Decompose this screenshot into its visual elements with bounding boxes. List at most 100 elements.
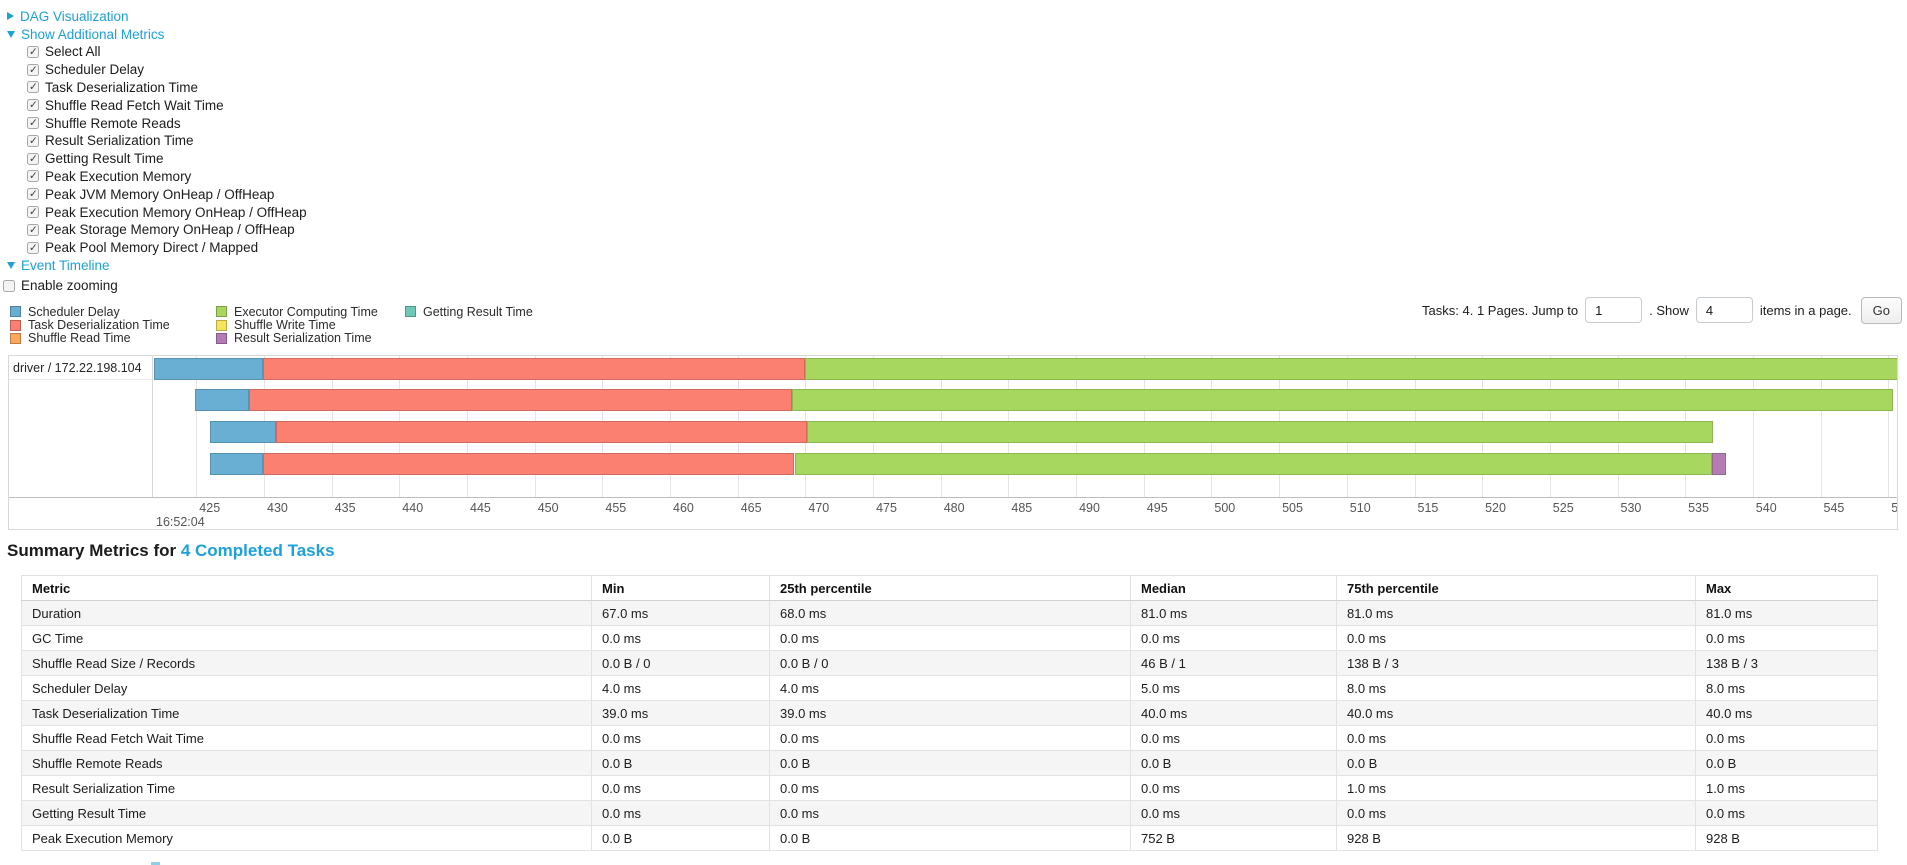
metric-name-cell: Shuffle Read Fetch Wait Time [21,725,592,751]
metric-checkbox[interactable] [27,99,39,112]
legend-item: Executor Computing Time [216,304,378,319]
metric-checkbox-label: Peak Pool Memory Direct / Mapped [45,240,259,256]
metric-checkbox-label: Peak Storage Memory OnHeap / OffHeap [45,222,295,238]
legend-label: Executor Computing Time [234,304,378,319]
metric-value-cell: 0.0 ms [1695,625,1878,651]
event-timeline-toggle[interactable]: Event Timeline [3,257,307,275]
axis-major-time-label: 16:52:04 [156,515,205,529]
metric-checkbox-label: Task Deserialization Time [45,79,199,95]
metric-checkbox[interactable] [27,170,39,183]
show-additional-metrics-toggle[interactable]: Show Additional Metrics [3,25,307,43]
table-column-header: 25th percentile [769,575,1131,601]
metric-checkbox[interactable] [27,223,39,236]
metric-value-cell: 0.0 ms [1130,800,1337,826]
legend-label: Shuffle Read Time [28,331,131,346]
task-deserialization-time-bar-segment[interactable] [262,453,795,475]
legend-column: Executor Computing Time Shuffle Write Tim… [216,305,378,345]
metric-checkbox[interactable] [27,188,39,201]
scheduler-delay-bar-segment[interactable] [209,421,277,443]
timeline-legend: Scheduler Delay Task Deserialization Time… [10,305,630,346]
metric-checkbox[interactable] [27,134,39,147]
executor-computing-time-bar-segment[interactable] [806,421,1714,443]
metric-value-cell: 1.0 ms [1695,775,1878,801]
metric-name-cell: Scheduler Delay [21,675,592,701]
scheduler-delay-bar-segment[interactable] [195,389,250,411]
metric-value-cell: 67.0 ms [591,600,770,626]
chevron-down-icon [7,30,15,38]
legend-swatch [10,332,21,344]
metric-checkbox[interactable] [27,63,39,76]
axis-tick-label: 550 [1891,501,1898,515]
axis-gridline [1752,356,1754,497]
summary-heading-prefix: Summary Metrics for [7,541,181,560]
summary-metrics-table: Metric Min 25th percentile Median 75th perce… [21,575,1878,851]
enable-zooming-label: Enable zooming [21,278,118,294]
metric-name-cell: Peak Execution Memory [21,825,592,851]
metric-checkbox-label: Result Serialization Time [45,133,194,149]
metric-value-cell: 0.0 ms [769,625,1131,651]
axis-tick-label: 480 [943,501,965,515]
metric-checkbox[interactable] [27,45,39,58]
axis-tick-label: 445 [470,501,491,515]
legend-swatch [10,306,21,318]
metric-checkbox[interactable] [27,241,39,254]
metric-checkbox-label: Shuffle Remote Reads [45,115,181,131]
metric-checkbox[interactable] [27,206,39,219]
metric-value-cell: 0.0 ms [1130,725,1337,751]
task-deserialization-time-bar-segment[interactable] [262,358,806,380]
metric-checkbox[interactable] [27,81,39,94]
metric-value-cell: 0.0 ms [1695,725,1878,751]
metric-value-cell: 0.0 ms [769,775,1131,801]
metric-value-cell: 928 B [1695,825,1878,851]
show-label: . Show [1649,302,1689,318]
metric-checkbox[interactable] [27,117,39,130]
timeline-axis: 16:52:04 425 430 435 440 445 450 455 460 465 470 4… [9,497,1898,529]
task-deserialization-time-bar-segment[interactable] [249,389,792,411]
metric-value-cell: 81.0 ms [1695,600,1878,626]
legend-item: Shuffle Write Time [216,318,378,332]
metric-value-cell: 8.0 ms [1336,675,1696,701]
metric-value-cell: 0.0 B [591,825,770,851]
axis-tick-label: 475 [876,501,897,515]
metric-checkbox-label: Peak JVM Memory OnHeap / OffHeap [45,186,275,202]
enable-zooming-checkbox[interactable] [3,279,15,292]
table-column-header: 75th percentile [1336,575,1696,601]
scheduler-delay-bar-segment[interactable] [209,453,263,475]
items-per-page-input[interactable] [1695,297,1753,323]
legend-item: Result Serialization Time [216,331,378,346]
table-row: Shuffle Remote Reads 0.0 B 0.0 B 0.0 B 0.0 B… [21,750,1878,776]
metric-value-cell: 1.0 ms [1336,775,1696,801]
timeline-plot-area [152,356,1897,497]
metric-checkbox-row: Task Deserialization Time [27,79,307,97]
executor-computing-time-bar-segment[interactable] [794,453,1713,475]
result-serialization-time-bar-segment[interactable] [1712,453,1726,475]
metric-value-cell: 40.0 ms [1130,700,1337,726]
axis-tick-label: 440 [402,501,424,515]
legend-label: Result Serialization Time [234,331,372,346]
enable-zooming-row: Enable zooming [3,278,307,294]
axis-tick-label: 515 [1417,501,1439,515]
executor-computing-time-bar-segment[interactable] [791,389,1894,411]
show-additional-metrics-label: Show Additional Metrics [21,26,165,42]
jump-to-page-input[interactable] [1585,297,1643,323]
metric-checkbox[interactable] [27,152,39,165]
task-deserialization-time-bar-segment[interactable] [276,421,807,443]
metric-value-cell: 4.0 ms [769,675,1131,701]
legend-label: Scheduler Delay [28,304,120,319]
executor-computing-time-bar-segment[interactable] [805,358,1897,380]
table-row: Result Serialization Time 0.0 ms 0.0 ms 0.0… [21,775,1878,801]
metric-name-cell: Duration [21,600,592,626]
completed-tasks-link[interactable]: 4 Completed Tasks [180,541,335,560]
metric-value-cell: 40.0 ms [1695,700,1878,726]
metric-value-cell: 0.0 ms [591,725,770,751]
go-button[interactable]: Go [1860,296,1902,324]
dag-visualization-toggle[interactable]: DAG Visualization [3,7,307,25]
metric-value-cell: 0.0 B [769,825,1131,851]
metric-checkbox-row: Getting Result Time [27,150,307,168]
scheduler-delay-bar-segment[interactable] [154,358,263,380]
table-column-header: Max [1695,575,1878,601]
metric-value-cell: 4.0 ms [591,675,770,701]
metric-value-cell: 0.0 B [591,750,770,776]
table-column-header: Min [591,575,770,601]
metric-value-cell: 0.0 B [769,750,1131,776]
